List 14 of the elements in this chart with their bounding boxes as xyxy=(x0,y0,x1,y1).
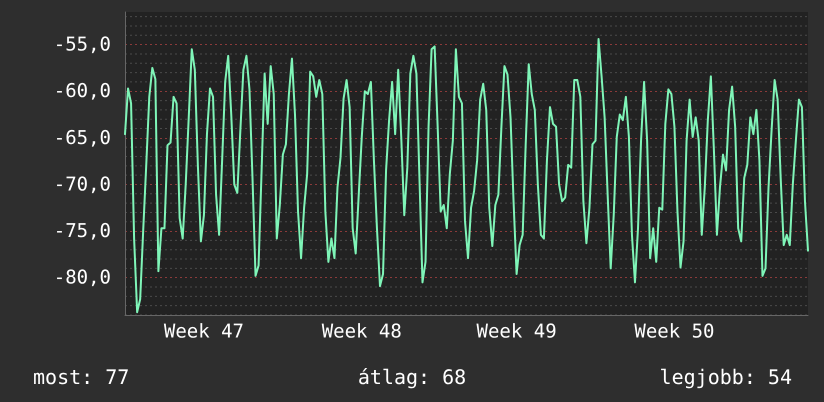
y-tick-label: -70,0 xyxy=(54,173,111,196)
y-tick-label: -60,0 xyxy=(54,80,111,102)
text: most: 77 xyxy=(33,365,130,389)
y-tick-label: -65,0 xyxy=(54,126,111,149)
line-series xyxy=(124,38,809,314)
x-tick-label: Week 50 xyxy=(634,320,714,342)
text: átlag: 68 xyxy=(358,365,466,389)
y-tick-label: -75,0 xyxy=(54,220,111,242)
x-tick-label: Week 49 xyxy=(476,320,557,342)
y-tick-label: -55,0 xyxy=(54,34,111,56)
x-tick-label: Week 48 xyxy=(322,320,402,342)
text: legjobb: 54 xyxy=(660,365,792,389)
y-tick-label: -80,0 xyxy=(54,266,111,289)
x-tick-label: Week 47 xyxy=(164,320,244,342)
